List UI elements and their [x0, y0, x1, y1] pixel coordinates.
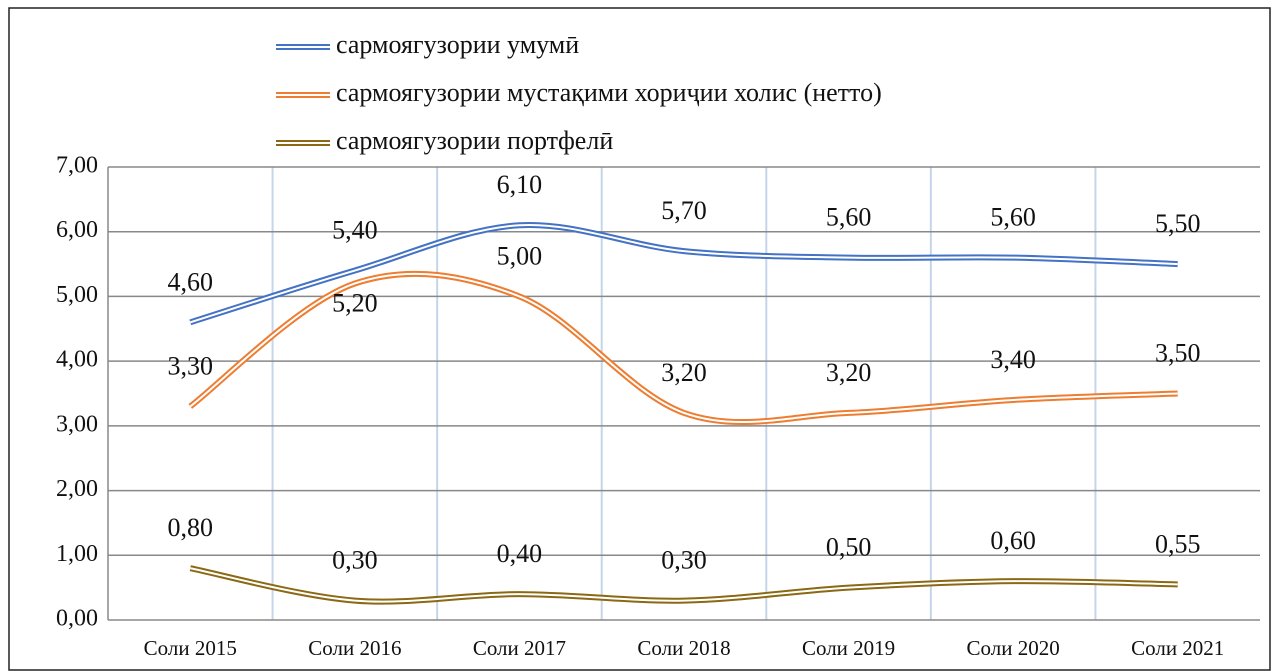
- x-tick-label: Соли 2016: [308, 636, 401, 660]
- series-line-inner: [190, 567, 1178, 603]
- data-label: 5,20: [332, 288, 378, 317]
- data-label: 0,80: [168, 513, 214, 542]
- data-label: 3,20: [661, 358, 707, 387]
- data-label: 4,60: [168, 267, 214, 296]
- data-label: 0,60: [990, 526, 1036, 555]
- y-tick-label: 7,00: [56, 153, 98, 179]
- legend-label: сармоягузории умумӣ: [336, 30, 579, 59]
- legend-label: сармоягузории портфелӣ: [336, 126, 613, 155]
- x-tick-label: Соли 2019: [802, 636, 895, 660]
- data-label: 0,40: [497, 539, 543, 568]
- data-label: 3,50: [1155, 338, 1201, 367]
- frame: [8, 7, 1271, 671]
- data-label: 3,30: [168, 351, 214, 380]
- data-label: 0,30: [661, 546, 707, 575]
- data-label: 5,00: [497, 241, 543, 270]
- data-label: 3,40: [990, 345, 1036, 374]
- y-tick-label: 0,00: [56, 606, 98, 632]
- y-tick-label: 4,00: [56, 347, 98, 373]
- y-tick-label: 5,00: [56, 282, 98, 308]
- data-label: 5,70: [661, 196, 707, 225]
- y-tick-label: 2,00: [56, 476, 98, 502]
- data-label: 0,50: [826, 533, 872, 562]
- x-tick-label: Соли 2015: [144, 636, 237, 660]
- series-line-inner: [189, 272, 1178, 424]
- data-label: 0,30: [332, 546, 378, 575]
- legend-label: сармоягузории мустақими хориҷии холис (н…: [336, 78, 882, 107]
- data-label: 5,60: [826, 203, 872, 232]
- data-label: 6,10: [497, 170, 543, 199]
- y-tick-label: 3,00: [56, 411, 98, 437]
- series-line-inner: [189, 223, 1178, 324]
- data-label: 0,55: [1155, 529, 1201, 558]
- y-tick-label: 1,00: [56, 541, 98, 567]
- y-tick-label: 6,00: [56, 217, 98, 243]
- data-label: 5,50: [1155, 209, 1201, 238]
- x-tick-label: Соли 2020: [967, 636, 1060, 660]
- data-label: 3,20: [826, 358, 872, 387]
- x-tick-label: Соли 2021: [1131, 636, 1224, 660]
- data-label: 5,60: [990, 203, 1036, 232]
- data-label: 5,40: [332, 216, 378, 245]
- x-tick-label: Соли 2017: [473, 636, 566, 660]
- x-tick-label: Соли 2018: [637, 636, 730, 660]
